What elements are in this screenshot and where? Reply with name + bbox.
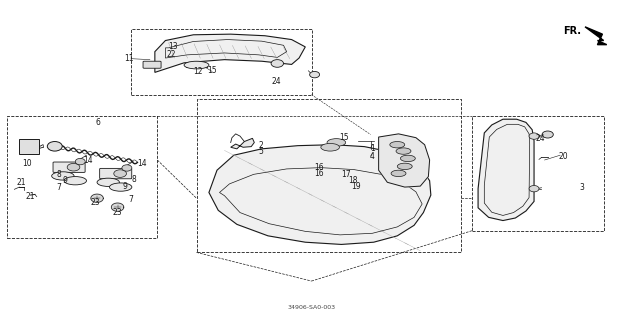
Polygon shape [155, 34, 305, 72]
Text: 4: 4 [370, 152, 375, 161]
FancyBboxPatch shape [100, 168, 131, 179]
Text: 22: 22 [167, 50, 176, 59]
Text: 21: 21 [16, 179, 26, 188]
FancyBboxPatch shape [53, 162, 85, 172]
Text: FR.: FR. [563, 26, 581, 36]
Text: 23: 23 [113, 208, 122, 217]
Polygon shape [379, 134, 430, 187]
Text: 7: 7 [56, 183, 61, 192]
Ellipse shape [184, 61, 209, 69]
Polygon shape [112, 203, 124, 211]
Text: 21: 21 [26, 192, 36, 201]
Ellipse shape [64, 177, 87, 185]
Text: 16: 16 [314, 169, 324, 178]
Ellipse shape [321, 143, 340, 151]
Text: 14: 14 [83, 156, 93, 164]
Ellipse shape [97, 178, 120, 187]
Ellipse shape [122, 165, 132, 171]
Ellipse shape [529, 133, 539, 139]
Text: 2: 2 [258, 141, 263, 150]
Ellipse shape [390, 141, 405, 148]
Ellipse shape [114, 170, 126, 177]
Ellipse shape [542, 131, 553, 138]
Ellipse shape [271, 60, 283, 67]
Polygon shape [231, 138, 254, 149]
FancyBboxPatch shape [143, 61, 161, 68]
Text: 15: 15 [207, 66, 217, 75]
Text: 20: 20 [558, 152, 568, 161]
Text: 8: 8 [132, 175, 136, 184]
Text: 11: 11 [125, 53, 134, 62]
Text: 9: 9 [62, 176, 67, 185]
Ellipse shape [327, 139, 346, 146]
Text: 17: 17 [341, 171, 351, 180]
Ellipse shape [110, 183, 132, 191]
Text: 13: 13 [169, 42, 178, 52]
Text: 5: 5 [258, 147, 263, 156]
Polygon shape [209, 145, 431, 244]
Polygon shape [91, 194, 103, 202]
Text: 6: 6 [96, 118, 101, 127]
Text: 8: 8 [56, 170, 61, 179]
Polygon shape [585, 27, 607, 45]
Text: 23: 23 [91, 197, 100, 206]
Text: 19: 19 [351, 182, 361, 191]
Polygon shape [166, 40, 287, 58]
Polygon shape [478, 119, 534, 220]
Text: 24: 24 [271, 77, 281, 86]
Text: 15: 15 [339, 132, 349, 141]
Ellipse shape [67, 164, 80, 171]
Ellipse shape [401, 155, 416, 162]
Text: 14: 14 [138, 159, 147, 168]
Ellipse shape [529, 186, 539, 192]
Text: 12: 12 [194, 67, 203, 76]
Text: 1: 1 [370, 144, 375, 153]
Text: 18: 18 [348, 176, 358, 185]
Text: 34906-SA0-003: 34906-SA0-003 [287, 305, 336, 310]
Ellipse shape [75, 158, 85, 165]
Ellipse shape [396, 148, 411, 154]
FancyBboxPatch shape [19, 139, 39, 154]
Text: 3: 3 [579, 183, 584, 192]
Text: 7: 7 [129, 195, 134, 204]
Ellipse shape [47, 141, 62, 151]
Text: 9: 9 [123, 182, 128, 191]
Ellipse shape [52, 172, 74, 180]
Ellipse shape [310, 71, 320, 78]
Ellipse shape [391, 170, 406, 177]
Text: 24: 24 [535, 134, 545, 143]
Text: 16: 16 [314, 163, 324, 172]
Text: 10: 10 [22, 159, 32, 168]
Ellipse shape [397, 163, 412, 170]
